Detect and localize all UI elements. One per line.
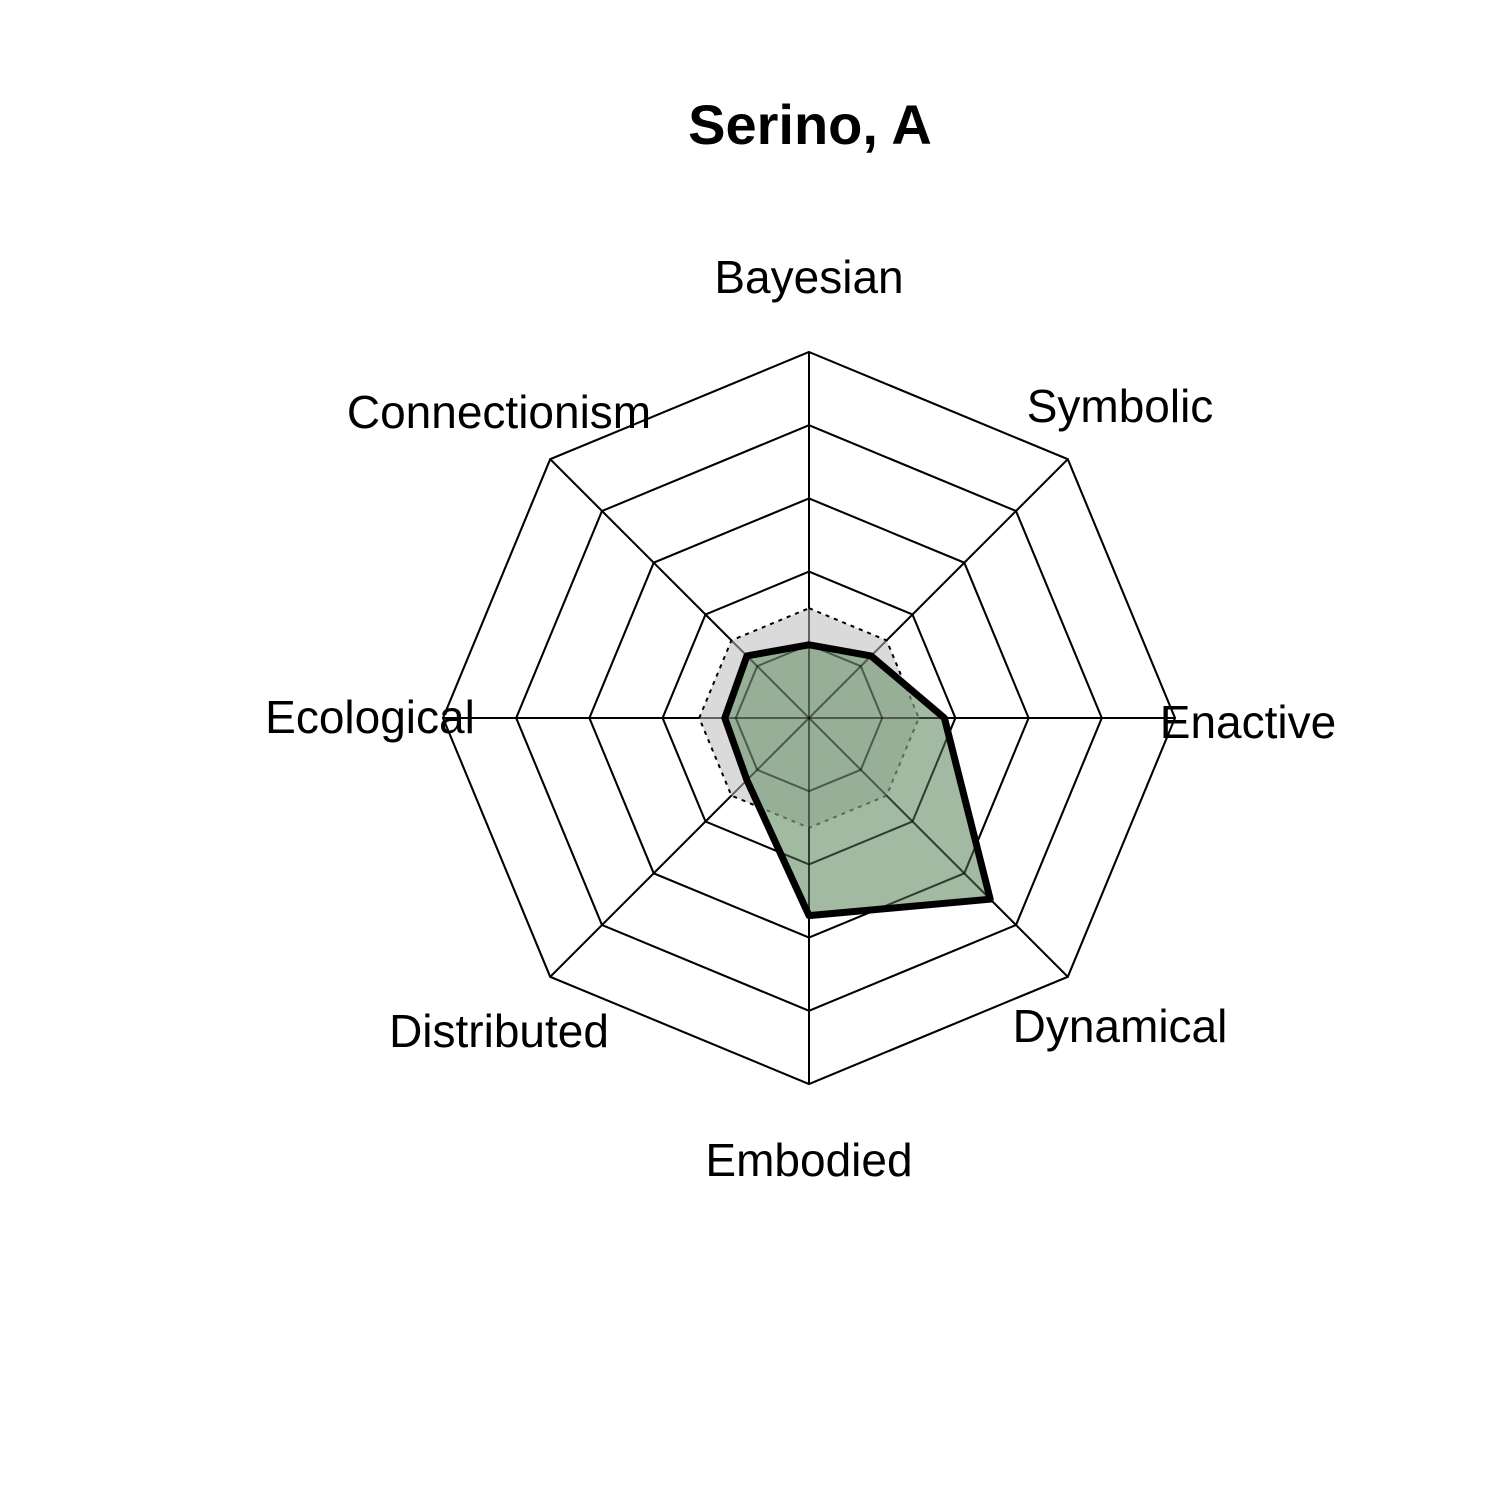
grid-ring-overlay-2 <box>661 570 957 866</box>
grid-ring-overlay-3 <box>588 497 1030 939</box>
axis-label-connectionism: Connectionism <box>347 386 651 438</box>
profile-outline-polygon <box>721 641 994 920</box>
axis-spoke-overlay-dynamical <box>808 717 1069 978</box>
axis-spoke-overlay-distributed <box>549 717 810 978</box>
grid-ring-overlay-5 <box>441 350 1177 1086</box>
axis-label-dynamical: Dynamical <box>1013 1000 1228 1052</box>
profile-fill-polygon <box>724 644 991 916</box>
axis-label-bayesian: Bayesian <box>714 251 903 303</box>
grid-ring-overlay-4 <box>515 424 1103 1012</box>
axis-label-embodied: Embodied <box>705 1134 912 1186</box>
chart-title: Serino, A <box>688 93 932 156</box>
axis-label-distributed: Distributed <box>389 1005 609 1057</box>
axis-spoke-overlay-connectionism <box>549 458 810 719</box>
axis-label-ecological: Ecological <box>265 691 475 743</box>
axis-label-enactive: Enactive <box>1160 696 1336 748</box>
axis-label-symbolic: Symbolic <box>1027 380 1214 432</box>
axis-spoke-overlay-symbolic <box>808 458 1069 719</box>
grid-ring-overlay-1 <box>734 643 884 793</box>
